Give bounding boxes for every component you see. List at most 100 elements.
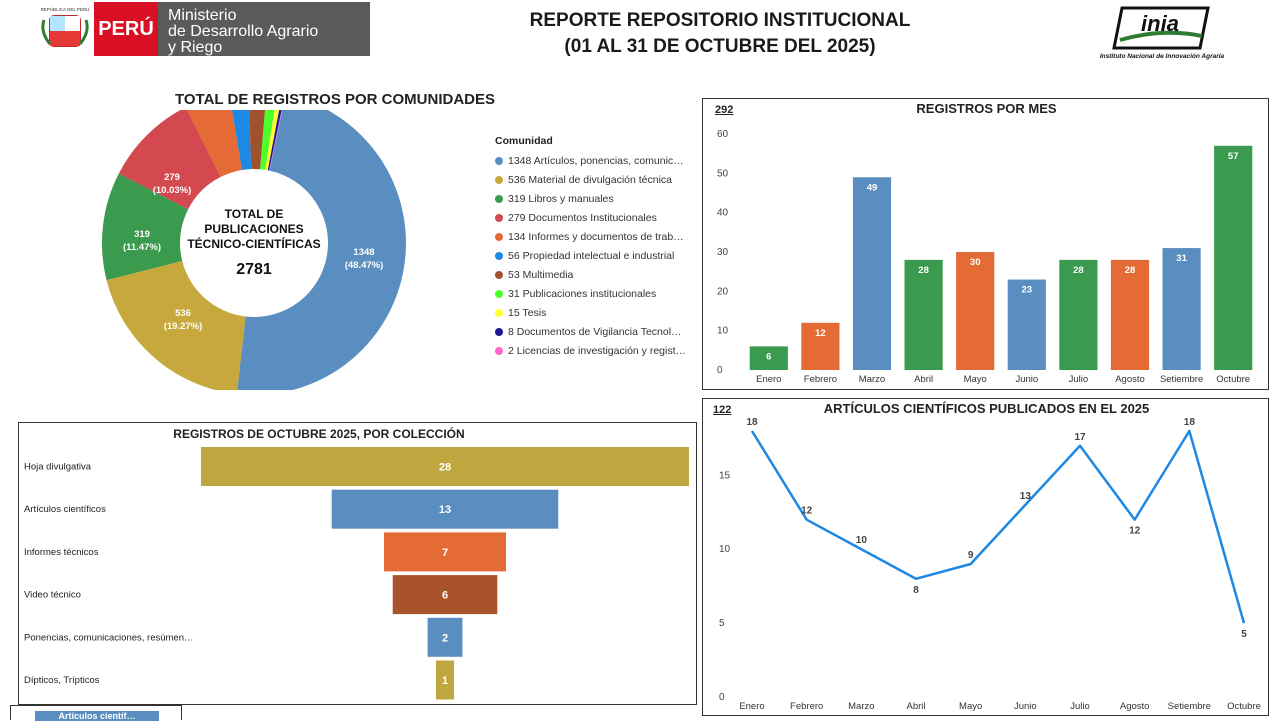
legend-item[interactable]: 53 Multimedia bbox=[495, 265, 700, 284]
funnel-bar[interactable] bbox=[384, 532, 506, 572]
ministry-line-2: de Desarrollo Agrario bbox=[168, 23, 319, 40]
legend-label: 31 Publicaciones institucionales bbox=[508, 287, 657, 300]
collection-funnel-chart: 28 Hoja divulgativa 13 Artículos científico… bbox=[24, 447, 689, 700]
donut-slice[interactable] bbox=[102, 173, 189, 281]
x-tick-label: Febrero bbox=[790, 701, 823, 712]
donut-slice[interactable] bbox=[186, 110, 242, 177]
donut-slice[interactable] bbox=[248, 110, 266, 170]
funnel-value-label: 2 bbox=[442, 632, 448, 644]
bar[interactable] bbox=[1162, 248, 1201, 370]
x-tick-label: Marzo bbox=[859, 374, 885, 385]
bar-value-label: 31 bbox=[1176, 253, 1187, 264]
bar-value-label: 6 bbox=[766, 351, 771, 362]
legend-item[interactable]: 134 Informes y documentos de trab… bbox=[495, 227, 700, 246]
bar[interactable] bbox=[1110, 259, 1150, 370]
x-tick-label: Enero bbox=[756, 374, 781, 385]
legend-item[interactable]: 2 Licencias de investigación y regist… bbox=[495, 341, 700, 360]
funnel-value-label: 7 bbox=[442, 547, 448, 559]
collection-panel: REGISTROS DE OCTUBRE 2025, POR COLECCIÓN… bbox=[18, 422, 697, 705]
funnel-category-label: Video técnico bbox=[24, 590, 81, 601]
x-tick-label: Mayo bbox=[959, 701, 982, 712]
legend-label: 134 Informes y documentos de trab… bbox=[508, 230, 684, 243]
articles-line-chart: 0 5 10 15 18 Enero 12 Febrero 10 Marzo 8 Abril 9 Mayo… bbox=[719, 417, 1261, 712]
legend-label: 53 Multimedia bbox=[508, 268, 574, 281]
report-title: REPORTE REPOSITORIO INSTITUCIONAL (01 AL… bbox=[440, 8, 1000, 60]
legend-label: 15 Tesis bbox=[508, 306, 547, 319]
x-tick-label: Marzo bbox=[848, 701, 874, 712]
coat-of-arms-icon: REPÚBLICA DEL PERÚ bbox=[41, 6, 89, 47]
bar-value-label: 28 bbox=[918, 265, 929, 276]
y-tick-label: 5 bbox=[719, 618, 725, 629]
legend-item[interactable]: 536 Material de divulgación técnica bbox=[495, 170, 700, 189]
ministry-line-3: y Riego bbox=[168, 39, 223, 56]
donut-chart: TOTAL DE PUBLICACIONES TÉCNICO-CIENTÍFIC… bbox=[102, 110, 406, 390]
legend-item[interactable]: 8 Documentos de Vigilancia Tecnol… bbox=[495, 322, 700, 341]
funnel-bar[interactable] bbox=[436, 660, 454, 700]
x-tick-label: Agosto bbox=[1120, 701, 1150, 712]
bar[interactable] bbox=[749, 346, 788, 370]
bar[interactable] bbox=[852, 177, 892, 370]
bar[interactable] bbox=[1214, 145, 1253, 370]
donut-slice[interactable] bbox=[229, 110, 252, 170]
slice-label-pct-4: (10.03%) bbox=[153, 185, 192, 196]
legend-swatch bbox=[495, 194, 503, 203]
bar[interactable] bbox=[1059, 259, 1098, 370]
donut-slice[interactable] bbox=[265, 110, 282, 171]
legend-swatch bbox=[495, 270, 503, 279]
donut-slice[interactable] bbox=[267, 110, 285, 171]
y-tick-label: 40 bbox=[717, 208, 729, 219]
y-tick-label: 10 bbox=[719, 544, 731, 555]
bar-value-label: 57 bbox=[1228, 151, 1239, 162]
funnel-bar[interactable] bbox=[331, 489, 559, 529]
funnel-bar[interactable] bbox=[427, 617, 463, 657]
donut-slice[interactable] bbox=[237, 110, 406, 390]
donut-slice[interactable] bbox=[106, 261, 246, 390]
funnel-bar[interactable] bbox=[392, 575, 498, 615]
legend-title: Comunidad bbox=[495, 135, 553, 147]
funnel-category-label: Dípticos, Trípticos bbox=[24, 675, 100, 686]
bar[interactable] bbox=[904, 259, 943, 370]
line-data-label: 12 bbox=[1129, 526, 1141, 537]
legend-item[interactable]: 56 Propiedad intelectual e industrial bbox=[495, 246, 700, 265]
x-tick-label: Setiembre bbox=[1160, 374, 1203, 385]
bar[interactable] bbox=[1007, 279, 1046, 370]
funnel-bar[interactable] bbox=[201, 447, 689, 486]
donut-slice[interactable] bbox=[118, 110, 221, 210]
line-data-label: 17 bbox=[1074, 432, 1086, 443]
articles-total-value: 122 bbox=[713, 404, 732, 416]
series-line[interactable] bbox=[750, 429, 1246, 624]
legend-swatch bbox=[495, 232, 503, 241]
y-tick-label: 30 bbox=[717, 247, 729, 258]
legend-item[interactable]: 1348 Artículos, ponencias, comunic… bbox=[495, 151, 700, 170]
bar-value-label: 23 bbox=[1022, 285, 1033, 296]
donut-center-line-1: TOTAL DE bbox=[225, 207, 284, 221]
bar-value-label: 12 bbox=[815, 328, 826, 339]
legend-item[interactable]: 319 Libros y manuales bbox=[495, 189, 700, 208]
y-tick-label: 50 bbox=[717, 168, 729, 179]
line-data-label: 18 bbox=[746, 417, 758, 428]
funnel-value-label: 13 bbox=[439, 504, 451, 516]
legend-item[interactable]: 279 Documentos Institucionales bbox=[495, 208, 700, 227]
slice-label-value-2: 536 bbox=[175, 308, 191, 319]
y-tick-label: 10 bbox=[717, 326, 729, 337]
legend-item[interactable]: 15 Tesis bbox=[495, 303, 700, 322]
legend-swatch bbox=[495, 156, 503, 165]
legend-swatch bbox=[495, 175, 503, 184]
bar[interactable] bbox=[801, 322, 840, 370]
bar[interactable] bbox=[956, 252, 995, 370]
government-logo: REPÚBLICA DEL PERÚ bbox=[38, 2, 370, 56]
donut-slice[interactable] bbox=[269, 110, 286, 171]
bottom-tab[interactable]: Artículos científ… bbox=[35, 711, 159, 721]
funnel-category-label: Informes técnicos bbox=[24, 547, 99, 558]
articles-panel: 122 ARTÍCULOS CIENTÍFICOS PUBLICADOS EN … bbox=[702, 398, 1269, 716]
donut-title: TOTAL DE REGISTROS POR COMUNIDADES bbox=[174, 91, 496, 108]
line-data-label: 12 bbox=[801, 506, 813, 517]
x-tick-label: Junio bbox=[1015, 374, 1038, 385]
line-data-label: 5 bbox=[1241, 629, 1247, 640]
x-tick-label: Enero bbox=[739, 701, 764, 712]
donut-slice[interactable] bbox=[260, 110, 277, 170]
legend-label: 56 Propiedad intelectual e industrial bbox=[508, 249, 675, 262]
legend-item[interactable]: 31 Publicaciones institucionales bbox=[495, 284, 700, 303]
legend-swatch bbox=[495, 327, 503, 336]
funnel-category-label: Artículos científicos bbox=[24, 504, 106, 515]
